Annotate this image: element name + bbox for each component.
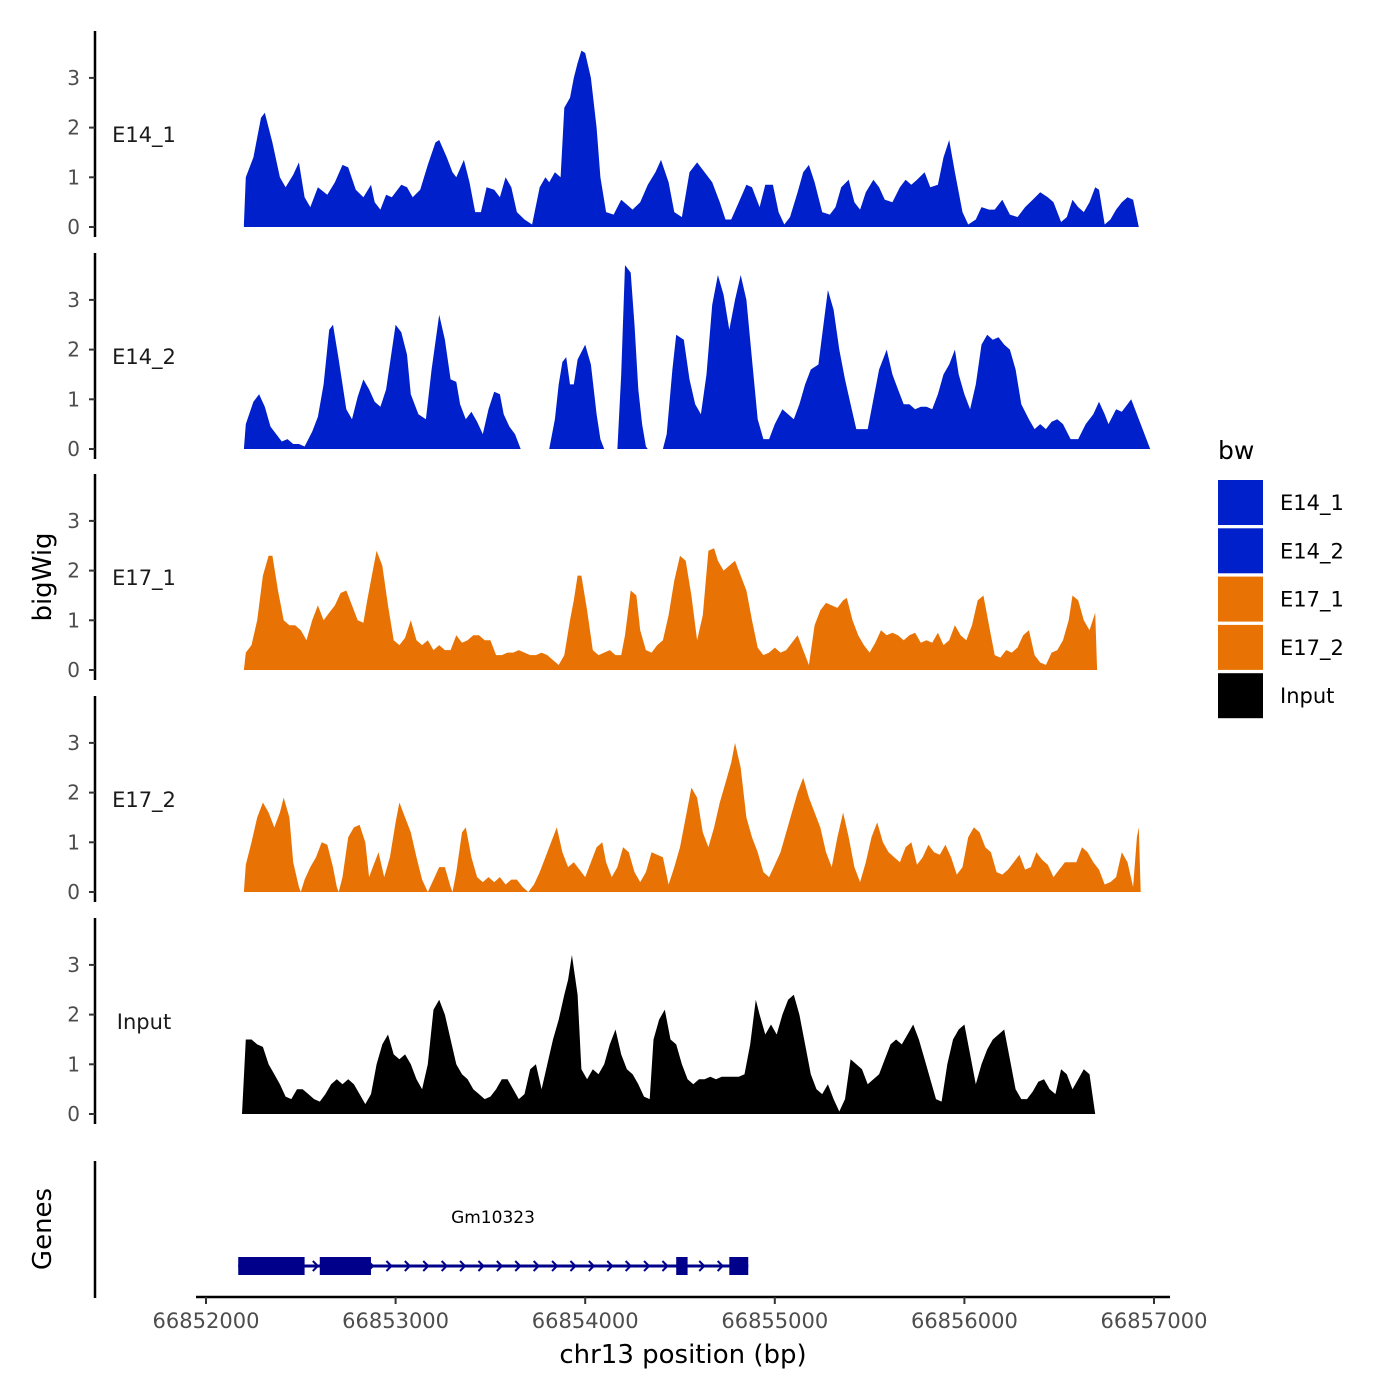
x-tick-label: 66853000 (342, 1309, 449, 1333)
y-tick-label: 2 (67, 781, 80, 805)
signal-area-E14_2 (549, 344, 605, 449)
gene-Gm10323: Gm10323 (238, 1208, 749, 1275)
y-tick-label: 2 (67, 116, 80, 140)
strand-arrow (422, 1260, 430, 1272)
y-tick-label: 1 (67, 387, 80, 411)
y-tick-label: 2 (67, 1003, 80, 1027)
legend-label-E17_1: E17_1 (1280, 588, 1344, 613)
y-tick-label: 3 (67, 509, 80, 533)
y-tick-label: 3 (67, 66, 80, 90)
y-tick-label: 0 (67, 1102, 80, 1126)
track-E17_2: 0 1 2 3 E17_2 (67, 696, 1141, 904)
strand-arrow (606, 1260, 614, 1272)
legend: bw E14_1 E14_2 E17_1 E17_2 Input (1218, 436, 1344, 719)
track-Input: 0 1 2 3 Input (67, 918, 1096, 1126)
strand-arrow (459, 1260, 467, 1272)
y-tick-label: 1 (67, 830, 80, 854)
strand-arrow (716, 1260, 725, 1272)
track-panels: 0 1 2 3 E14_1 0 1 2 3 E14_2 0 1 2 3 E17_1 0 1 2 3 E17_2 0 1 2 3… (67, 31, 1151, 1126)
signal-area-E14_2 (662, 275, 1151, 449)
strand-arrow (440, 1260, 449, 1272)
track-label: E17_1 (112, 566, 176, 591)
track-label: Input (117, 1010, 171, 1034)
signal-area-E14_1 (243, 50, 1139, 227)
signal-area-E14_2 (617, 265, 648, 449)
strand-arrow (643, 1260, 651, 1272)
legend-swatch-E17_1 (1218, 576, 1263, 622)
y-axis-title: bigWig (28, 532, 58, 621)
signal-area-E17_2 (243, 742, 1141, 892)
y-tick-label: 2 (67, 338, 80, 362)
strand-arrow (569, 1260, 577, 1272)
strand-arrow (404, 1260, 412, 1272)
legend-label-E17_2: E17_2 (1280, 636, 1344, 661)
gene-exon (676, 1257, 688, 1275)
y-tick-label: 3 (67, 953, 80, 977)
y-tick-label: 3 (67, 288, 80, 312)
genes-axis-title: Genes (28, 1188, 58, 1270)
legend-title: bw (1218, 436, 1254, 465)
y-tick-label: 1 (67, 608, 80, 632)
signal-area-Input (242, 955, 1096, 1114)
strand-arrow (532, 1260, 541, 1272)
y-tick-label: 0 (67, 880, 80, 904)
legend-label-Input: Input (1280, 684, 1334, 708)
strand-arrow (514, 1260, 522, 1272)
strand-arrow (624, 1260, 633, 1272)
y-tick-label: 3 (67, 731, 80, 755)
x-tick-label: 66854000 (532, 1309, 639, 1333)
gene-exon (238, 1257, 305, 1275)
y-tick-label: 2 (67, 559, 80, 583)
strand-arrow (661, 1260, 669, 1272)
gene-label: Gm10323 (451, 1208, 535, 1228)
y-tick-label: 0 (67, 215, 80, 239)
gene-exon (319, 1257, 371, 1275)
y-tick-label: 1 (67, 1052, 80, 1076)
y-tick-label: 0 (67, 658, 80, 682)
signal-area-E14_2 (243, 314, 521, 449)
strand-arrow (312, 1260, 320, 1272)
genes-panel: Gm10323 (93, 1161, 749, 1298)
track-label: E14_2 (112, 345, 176, 370)
strand-arrow (551, 1260, 559, 1272)
y-tick-label: 0 (67, 437, 80, 461)
strand-arrow (698, 1260, 706, 1272)
legend-label-E14_2: E14_2 (1280, 539, 1344, 564)
legend-swatch-E14_2 (1218, 528, 1263, 574)
track-E14_1: 0 1 2 3 E14_1 (67, 31, 1139, 239)
x-tick-label: 66852000 (153, 1309, 260, 1333)
x-tick-label: 66856000 (911, 1309, 1018, 1333)
x-tick-label: 66855000 (721, 1309, 828, 1333)
x-axis-title: chr13 position (bp) (559, 1340, 806, 1370)
track-label: E17_2 (112, 788, 176, 813)
legend-label-E14_1: E14_1 (1280, 491, 1344, 516)
gene-exon (729, 1257, 749, 1275)
y-tick-label: 1 (67, 165, 80, 189)
strand-arrow (496, 1260, 504, 1272)
track-label: E14_1 (112, 123, 176, 148)
strand-arrow (588, 1260, 596, 1272)
legend-swatch-Input (1218, 673, 1263, 719)
legend-swatch-E14_1 (1218, 480, 1263, 525)
strand-arrow (385, 1260, 393, 1272)
x-tick-label: 66857000 (1101, 1309, 1208, 1333)
track-E17_1: 0 1 2 3 E17_1 (67, 474, 1098, 682)
track-E14_2: 0 1 2 3 E14_2 (67, 253, 1151, 461)
strand-arrow (477, 1260, 485, 1272)
signal-area-E17_1 (243, 548, 1098, 670)
x-axis: 66852000 66853000 66854000 66855000 66856000… (153, 1295, 1208, 1333)
legend-swatch-E17_2 (1218, 624, 1263, 670)
